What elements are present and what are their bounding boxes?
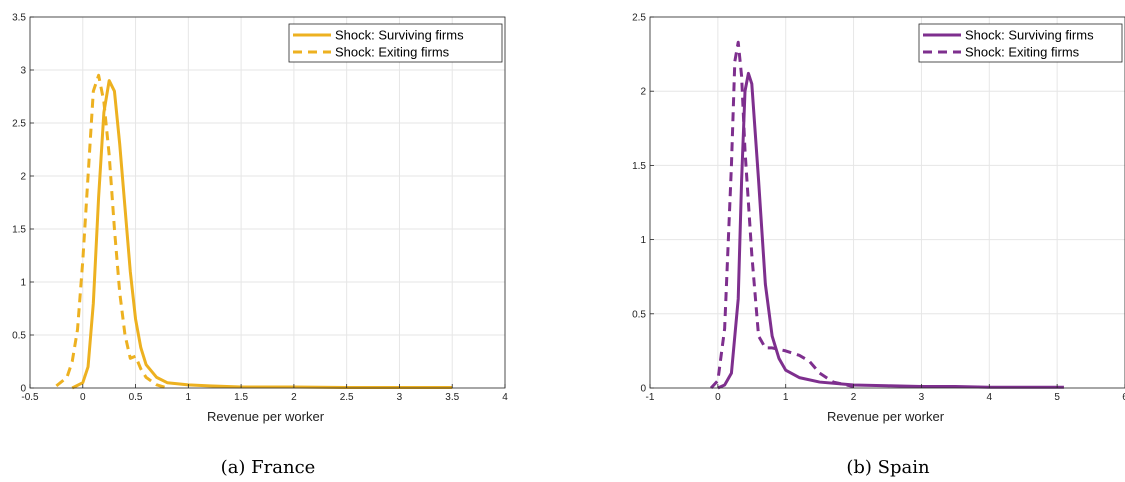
y-tick-label: 3.5 xyxy=(12,13,26,24)
x-tick-label: 2.5 xyxy=(340,392,354,403)
legend: Shock: Surviving firms Shock: Exiting fir… xyxy=(918,23,1123,63)
y-tick-label: 2 xyxy=(640,87,646,98)
x-axis-label: Revenue per worker xyxy=(207,409,325,424)
legend-label-2: Shock: Exiting firms xyxy=(335,45,450,60)
x-axis-label: Revenue per worker xyxy=(827,409,945,424)
y-tick-label: 0 xyxy=(640,384,646,395)
x-tick-label: 2 xyxy=(851,392,857,403)
y-tick-label: 1 xyxy=(20,278,26,289)
chart-caption: (a) France xyxy=(221,457,316,478)
y-tick-label: 1.5 xyxy=(12,225,26,236)
chart-1: -0.5 0 0.5 1 1.5 2 2.5 3 3.5 400.511.522.533.5Rev… xyxy=(12,13,508,479)
series-line-2 xyxy=(709,40,854,390)
plot-frame xyxy=(649,16,1125,389)
x-tick-label: 5 xyxy=(1054,392,1060,403)
legend-box xyxy=(288,23,503,63)
x-tick-label: 4 xyxy=(987,392,993,403)
x-tick-label: 3 xyxy=(397,392,403,403)
y-tick-label: 2.5 xyxy=(632,13,646,24)
y-tick-label: 2 xyxy=(20,172,26,183)
plot-frame xyxy=(29,16,506,389)
x-tick-label: 2 xyxy=(291,392,297,403)
series-line-2 xyxy=(55,73,168,390)
legend-label-1: Shock: Surviving firms xyxy=(335,28,464,43)
y-tick-label: 3 xyxy=(20,66,26,77)
x-tick-label: 1 xyxy=(186,392,192,403)
legend-label-1: Shock: Surviving firms xyxy=(965,28,1094,43)
x-tick-label: 4 xyxy=(502,392,508,403)
x-tick-label: 0 xyxy=(80,392,86,403)
y-tick-label: 1.5 xyxy=(632,161,646,172)
series-line-1 xyxy=(71,79,453,390)
y-tick-label: 1 xyxy=(640,235,646,246)
series-line-1 xyxy=(717,71,1064,390)
x-tick-label: -1 xyxy=(646,392,655,403)
x-tick-label: 0 xyxy=(715,392,721,403)
y-tick-label: 2.5 xyxy=(12,119,26,130)
y-tick-label: 0.5 xyxy=(632,309,646,320)
chart-caption: (b) Spain xyxy=(846,457,930,478)
y-tick-label: 0.5 xyxy=(12,331,26,342)
x-tick-label: 6 xyxy=(1122,392,1125,403)
x-tick-label: -0.5 xyxy=(21,392,39,403)
legend-label-2: Shock: Exiting firms xyxy=(965,45,1080,60)
x-tick-label: 0.5 xyxy=(129,392,143,403)
x-tick-label: 3.5 xyxy=(445,392,459,403)
legend-box xyxy=(918,23,1123,63)
x-tick-label: 1 xyxy=(783,392,789,403)
x-tick-label: 1.5 xyxy=(234,392,248,403)
y-tick-label: 0 xyxy=(20,384,26,395)
legend: Shock: Surviving firms Shock: Exiting fir… xyxy=(288,23,503,63)
x-tick-label: 3 xyxy=(919,392,925,403)
